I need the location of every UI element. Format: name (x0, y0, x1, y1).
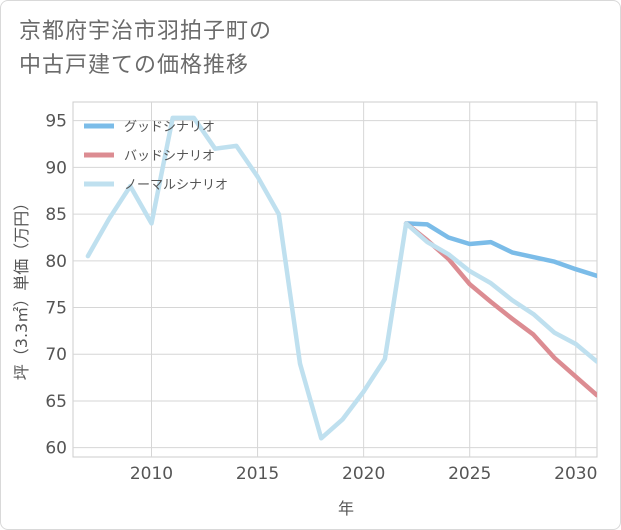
x-tick-label-2020: 2020 (342, 464, 385, 484)
x-tick-label-2025: 2025 (448, 464, 491, 484)
x-tick-label-2015: 2015 (236, 464, 279, 484)
y-tick-label-75: 75 (45, 299, 67, 319)
y-tick-label-80: 80 (45, 252, 67, 272)
legend-label-1: グッドシナリオ (124, 120, 215, 135)
x-tick-label-2030: 2030 (554, 464, 597, 484)
legend-label-3: ノーマルシナリオ (124, 178, 228, 193)
x-axis-title: 年 (338, 499, 354, 518)
series-line-1 (403, 221, 597, 279)
y-tick-label-90: 90 (45, 158, 67, 178)
chart-title-line-1: 京都府宇治市羽拍子町の (19, 19, 273, 44)
y-tick-label-95: 95 (45, 112, 67, 132)
series-line-3 (85, 115, 597, 441)
y-axis-title: 坪（3.3㎡）単価（万円） (12, 195, 31, 380)
y-tick-label-65: 65 (45, 392, 67, 412)
chart-title: 京都府宇治市羽拍子町の 中古戸建ての価格推移 (19, 15, 579, 83)
x-tick-label-2010: 2010 (130, 464, 173, 484)
y-tick-label-70: 70 (45, 345, 67, 365)
legend-label-2: バッドシナリオ (124, 149, 215, 164)
y-tick-label-60: 60 (45, 439, 67, 459)
plot-area-frame (72, 101, 598, 458)
chart-title-line-2: 中古戸建ての価格推移 (19, 53, 250, 78)
y-tick-label-85: 85 (45, 205, 67, 225)
